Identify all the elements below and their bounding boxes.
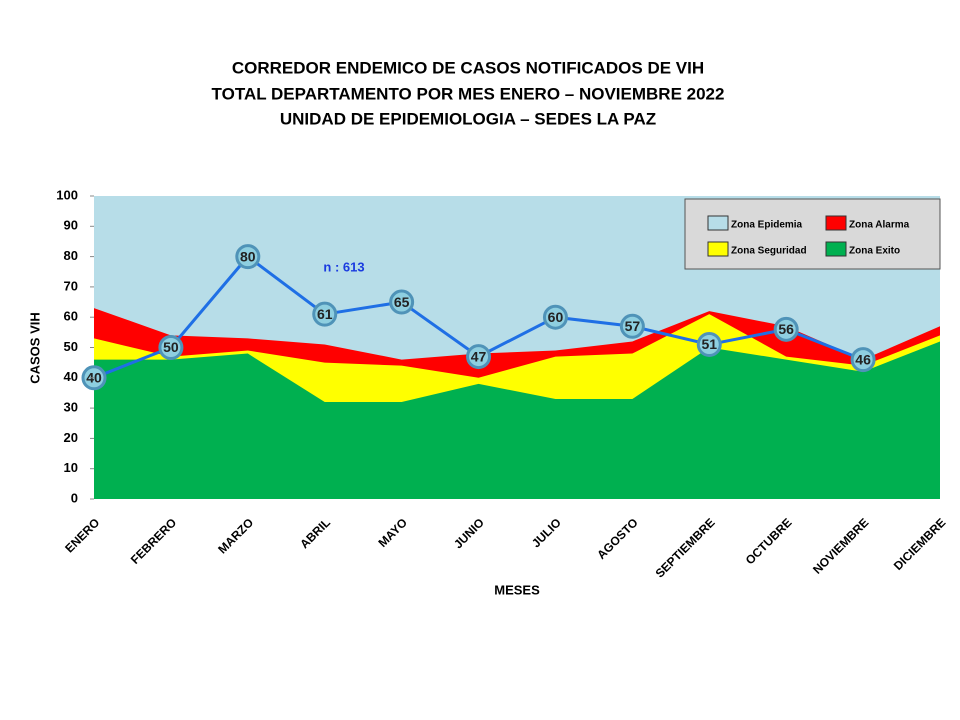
legend-swatch xyxy=(707,241,729,257)
x-tick-label: MARZO xyxy=(215,515,256,556)
y-tick-label: 80 xyxy=(64,248,78,263)
y-tick-label: 70 xyxy=(64,278,78,293)
chart-title: UNIDAD DE EPIDEMIOLOGIA – SEDES LA PAZ xyxy=(280,109,656,128)
data-label: 47 xyxy=(471,348,487,364)
legend-swatch xyxy=(825,241,847,257)
data-label: 46 xyxy=(855,351,871,367)
marker xyxy=(542,304,568,330)
marker xyxy=(235,244,261,270)
y-tick-label: 40 xyxy=(64,369,78,384)
data-label: 40 xyxy=(86,370,102,386)
data-label: 60 xyxy=(548,309,564,325)
x-tick-label: SEPTIEMBRE xyxy=(653,515,718,580)
marker xyxy=(389,289,415,315)
area xyxy=(94,341,940,499)
legend-box xyxy=(684,198,941,270)
legend-label: Zona Alarma xyxy=(849,220,910,231)
x-axis-label: MESES xyxy=(494,582,540,597)
legend-swatch xyxy=(707,215,729,231)
x-tick-label: DICIEMBRE xyxy=(891,515,949,573)
chart-title: CORREDOR ENDEMICO DE CASOS NOTIFICADOS D… xyxy=(232,58,704,77)
y-tick-label: 30 xyxy=(64,400,78,415)
marker xyxy=(696,331,722,357)
legend-label: Zona Exito xyxy=(849,246,900,257)
y-tick-label: 20 xyxy=(64,430,78,445)
y-tick-label: 100 xyxy=(56,187,78,202)
marker xyxy=(773,316,799,342)
data-label: 80 xyxy=(240,248,256,264)
data-label: 57 xyxy=(625,318,641,334)
x-tick-label: OCTUBRE xyxy=(743,515,795,567)
annotation: n : 613 xyxy=(323,259,364,274)
data-label: 51 xyxy=(701,336,717,352)
data-label: 61 xyxy=(317,306,333,322)
legend-label: Zona Seguridad xyxy=(731,246,807,257)
y-tick-label: 0 xyxy=(71,490,78,505)
data-label: 65 xyxy=(394,294,410,310)
y-tick-label: 90 xyxy=(64,218,78,233)
marker xyxy=(850,347,876,373)
x-tick-label: FEBRERO xyxy=(128,515,179,566)
x-tick-label: JUNIO xyxy=(451,515,487,551)
legend-swatch xyxy=(825,215,847,231)
x-tick-label: AGOSTO xyxy=(594,515,641,562)
x-tick-label: ABRIL xyxy=(297,515,333,551)
data-label: 50 xyxy=(163,339,179,355)
x-tick-label: NOVIEMBRE xyxy=(810,515,871,576)
x-tick-label: ENERO xyxy=(62,515,102,555)
data-label: 56 xyxy=(778,321,794,337)
chart-title: TOTAL DEPARTAMENTO POR MES ENERO – NOVIE… xyxy=(212,84,725,103)
x-tick-label: MAYO xyxy=(375,515,410,550)
legend-label: Zona Epidemia xyxy=(731,220,803,231)
y-tick-label: 50 xyxy=(64,339,78,354)
marker xyxy=(466,344,492,370)
marker xyxy=(158,335,184,360)
y-tick-label: 60 xyxy=(64,309,78,324)
marker xyxy=(619,313,645,339)
x-tick-label: JULIO xyxy=(529,515,564,550)
y-axis-label: CASOS VIH xyxy=(27,312,42,384)
marker xyxy=(312,301,338,327)
y-tick-label: 10 xyxy=(64,460,78,475)
